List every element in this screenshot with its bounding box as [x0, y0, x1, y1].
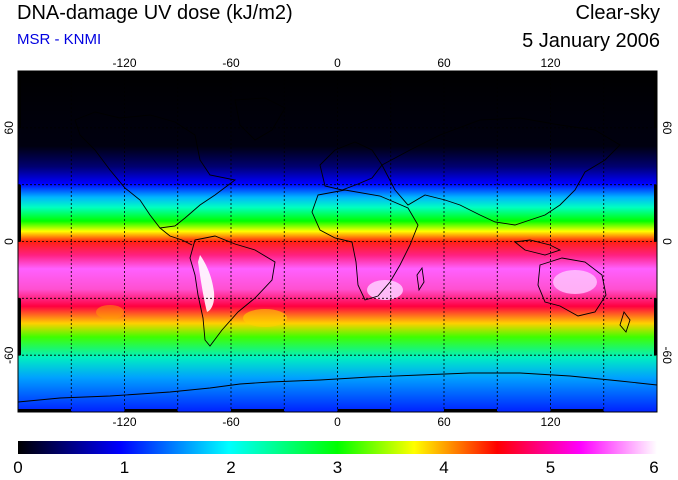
coastline-madagascar [416, 266, 425, 292]
coastline-australia [537, 257, 607, 317]
lat-label-right-1: 0 [660, 238, 674, 245]
map-date: 5 January 2006 [522, 30, 660, 52]
colorbar-label-4: 4 [439, 458, 449, 477]
lon-label-top-2: 0 [334, 56, 341, 70]
lat-label-left-2: -60 [2, 346, 16, 364]
lon-label-top-1: -60 [222, 56, 240, 70]
lon-label-bottom-2: 0 [334, 415, 341, 429]
map-frame [17, 70, 658, 413]
colorbar-label-2: 2 [226, 458, 236, 477]
lat-label-left-0: 60 [2, 121, 16, 135]
cloud-swirl-atlantic [243, 309, 287, 327]
lat-label-left-1: 0 [2, 238, 16, 245]
lon-label-bottom-1: -60 [222, 415, 240, 429]
coastline-north-america [74, 111, 237, 229]
graticule [18, 71, 657, 412]
sky-condition: Clear-sky [575, 2, 660, 24]
map-subtitle: MSR - KNMI [17, 31, 102, 48]
high-dose-australia [553, 270, 597, 294]
coastline-south-america [189, 235, 276, 347]
lat-label-right-2: -60 [660, 347, 674, 365]
colorbar-label-5: 5 [545, 458, 556, 477]
colorbar-label-3: 3 [332, 458, 343, 477]
coastline-europe [319, 141, 383, 191]
colorbar-label-0: 0 [13, 458, 23, 477]
map-title: DNA-damage UV dose (kJ/m2) [17, 2, 293, 24]
coastline-africa [311, 189, 419, 301]
colorbar-label-6: 6 [649, 458, 659, 477]
colorbar-label-1: 1 [119, 458, 130, 477]
coastline-central-america [159, 227, 193, 246]
lon-label-bottom-4: 120 [540, 415, 560, 429]
high-dose-andes [198, 255, 215, 312]
lon-label-top-3: 60 [437, 56, 451, 70]
lon-label-top-4: 120 [540, 56, 560, 70]
coastlines [18, 97, 657, 403]
lon-label-bottom-0: -120 [112, 415, 136, 429]
high-dose-south-africa [367, 280, 403, 300]
cloud-swirl-pacific [96, 305, 124, 319]
coastline-asia [381, 117, 621, 226]
lon-label-top-0: -120 [112, 56, 136, 70]
coastline-greenland [234, 97, 286, 141]
lon-label-bottom-3: 60 [437, 415, 451, 429]
coastline-new-zealand [619, 311, 631, 333]
lat-label-right-0: 60 [660, 121, 674, 135]
coastline-antarctica [18, 372, 657, 403]
coastline-indonesia [513, 239, 562, 256]
colorbar [18, 441, 657, 454]
